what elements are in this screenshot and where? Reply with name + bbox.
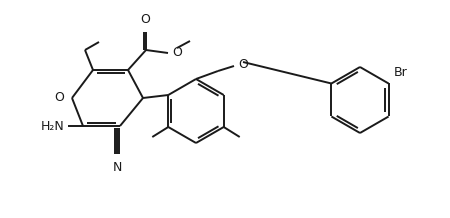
Text: Br: Br (394, 66, 407, 80)
Text: O: O (172, 46, 182, 58)
Text: O: O (140, 13, 150, 26)
Text: O: O (238, 58, 248, 72)
Text: O: O (54, 92, 64, 104)
Text: N: N (112, 161, 122, 174)
Text: H₂N: H₂N (40, 119, 64, 133)
